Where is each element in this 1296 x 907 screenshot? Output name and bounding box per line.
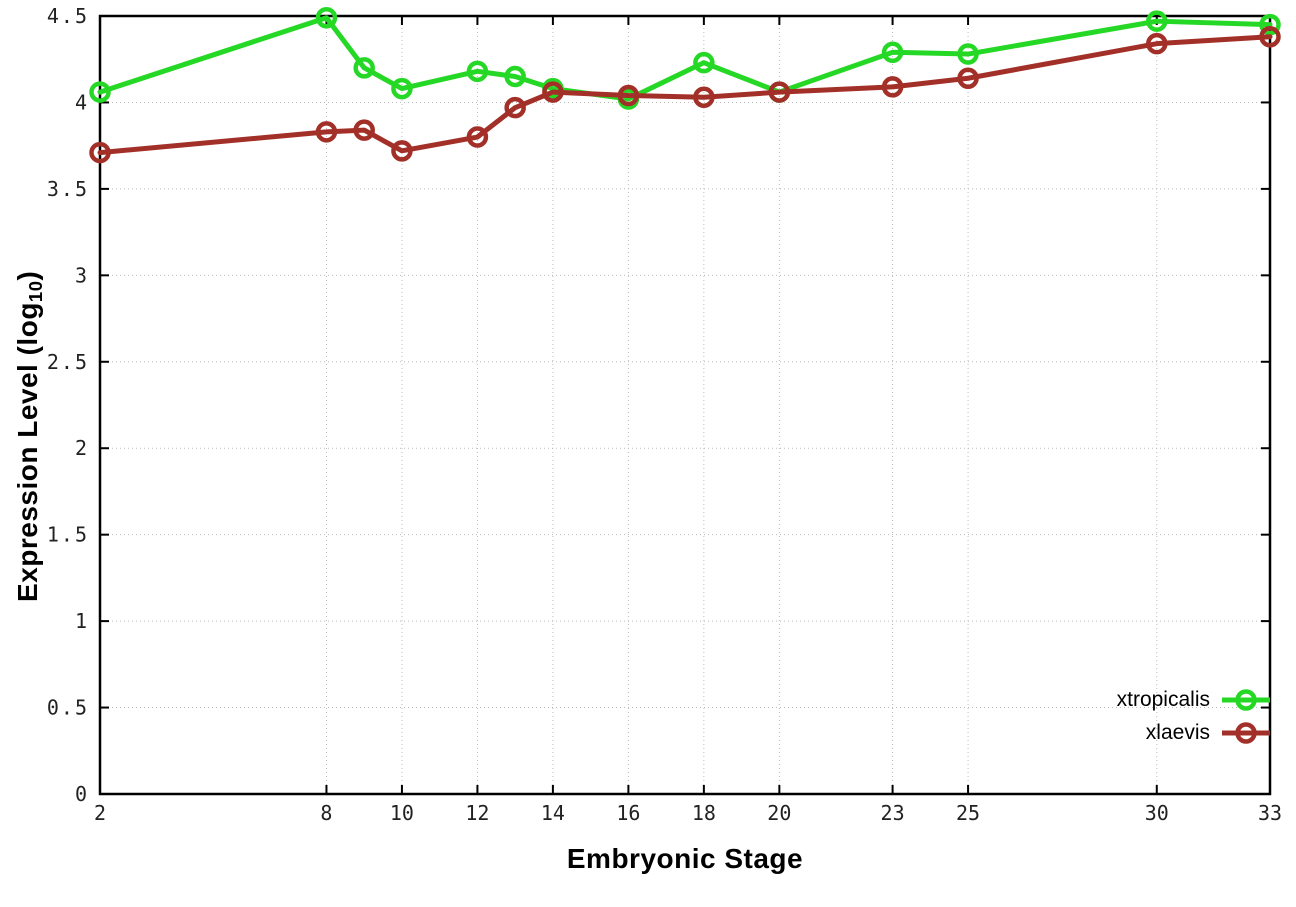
x-tick-label: 14	[541, 801, 565, 825]
series-line-xlaevis	[97, 34, 1273, 156]
series-marker-xtropicalis	[1146, 10, 1168, 32]
series-marker-xtropicalis	[957, 43, 979, 65]
series-marker-xtropicalis	[89, 81, 111, 103]
series-marker-xlaevis	[693, 86, 715, 109]
legend-marker-xlaevis-icon	[1222, 721, 1270, 744]
series-marker-xtropicalis	[315, 6, 338, 29]
x-tick-label: 8	[320, 801, 332, 825]
series-marker-xlaevis	[353, 119, 375, 141]
series-marker-xlaevis	[957, 67, 979, 89]
x-tick-label: 2	[94, 801, 106, 825]
series-marker-xlaevis	[504, 96, 526, 119]
series-marker-xtropicalis	[693, 51, 715, 74]
y-tick-label: 1.5	[47, 523, 89, 547]
series-marker-xlaevis	[1259, 25, 1281, 48]
x-tick-label: 33	[1258, 801, 1282, 825]
legend-label-xlaevis: xlaevis	[1145, 720, 1210, 744]
series-marker-xtropicalis	[504, 65, 526, 88]
series-marker-xlaevis	[1146, 32, 1168, 55]
y-tick-label: 3.5	[47, 177, 89, 201]
series-marker-xlaevis	[617, 84, 640, 107]
y-tick-label: 0.5	[47, 696, 89, 720]
x-tick-label: 16	[616, 801, 640, 825]
series-marker-xlaevis	[881, 76, 904, 98]
legend-item-xlaevis: xlaevis	[1146, 716, 1272, 749]
series-marker-xlaevis	[89, 141, 111, 164]
series-marker-xtropicalis	[391, 77, 413, 100]
series-marker-xtropicalis	[1259, 13, 1281, 36]
x-tick-label: 23	[881, 801, 905, 825]
x-axis-title: Embryonic Stage	[566, 843, 804, 874]
y-axis-title-suffix: )	[12, 270, 43, 281]
y-axis-title-text: Expression Level (log	[12, 302, 43, 602]
series-marker-xtropicalis	[353, 57, 375, 79]
x-tick-label: 18	[692, 801, 716, 825]
series-marker-xtropicalis	[466, 60, 489, 83]
y-tick-label: 3	[75, 263, 89, 287]
y-tick-label: 2.5	[47, 350, 89, 374]
legend-marker-xtropicalis-icon	[1222, 688, 1270, 711]
series-marker-xlaevis	[315, 121, 338, 143]
plot-border	[98, 14, 1272, 796]
y-tick-label: 1	[75, 609, 89, 633]
x-tick-label: 20	[767, 801, 791, 825]
y-tick-label: 0	[75, 782, 89, 806]
legend-item-xtropicalis: xtropicalis	[1117, 683, 1272, 716]
series-marker-xlaevis	[391, 140, 413, 162]
y-axis-title-subscript: 10	[25, 280, 47, 303]
y-tick-label: 4.5	[47, 4, 89, 28]
series-marker-xlaevis	[542, 81, 564, 103]
legend-label-xtropicalis: xtropicalis	[1116, 687, 1210, 711]
series-marker-xtropicalis	[881, 41, 904, 64]
x-tick-label: 12	[465, 801, 489, 825]
y-axis-title: Expression Level (log10)	[12, 271, 47, 602]
x-tick-label: 25	[956, 801, 980, 825]
legend: xtropicalis xlaevis	[1117, 683, 1272, 749]
y-tick-label: 4	[75, 90, 89, 114]
x-tick-label: 30	[1145, 801, 1169, 825]
series-marker-xlaevis	[466, 126, 489, 148]
y-tick-label: 2	[75, 436, 89, 460]
series-line-xtropicalis	[97, 15, 1273, 102]
series-marker-xlaevis	[768, 81, 791, 103]
x-tick-label: 10	[390, 801, 414, 825]
